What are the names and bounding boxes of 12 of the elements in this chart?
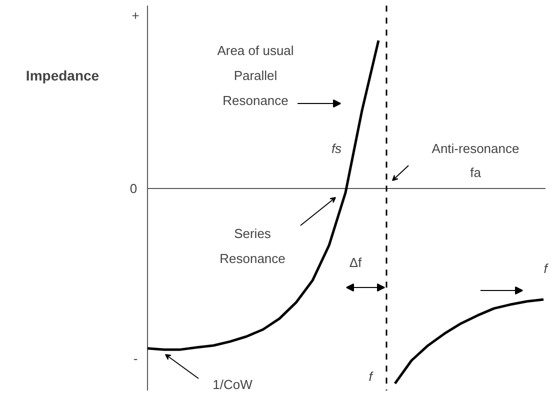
text: 0 <box>130 181 138 196</box>
annotation: 1/CoW <box>212 377 254 392</box>
annotation: f <box>368 369 374 384</box>
annotation: Anti-resonance fa <box>432 141 520 180</box>
annotation: Area of usual Parallel Resonance <box>217 43 294 108</box>
annotation: fs <box>331 141 342 156</box>
text: + <box>132 8 140 23</box>
annotation: f <box>544 261 549 276</box>
y-axis-title: Impedance <box>26 68 100 84</box>
annotation: Series Resonance <box>220 226 286 266</box>
text: - <box>133 351 138 366</box>
annotation: Δf <box>349 255 362 270</box>
